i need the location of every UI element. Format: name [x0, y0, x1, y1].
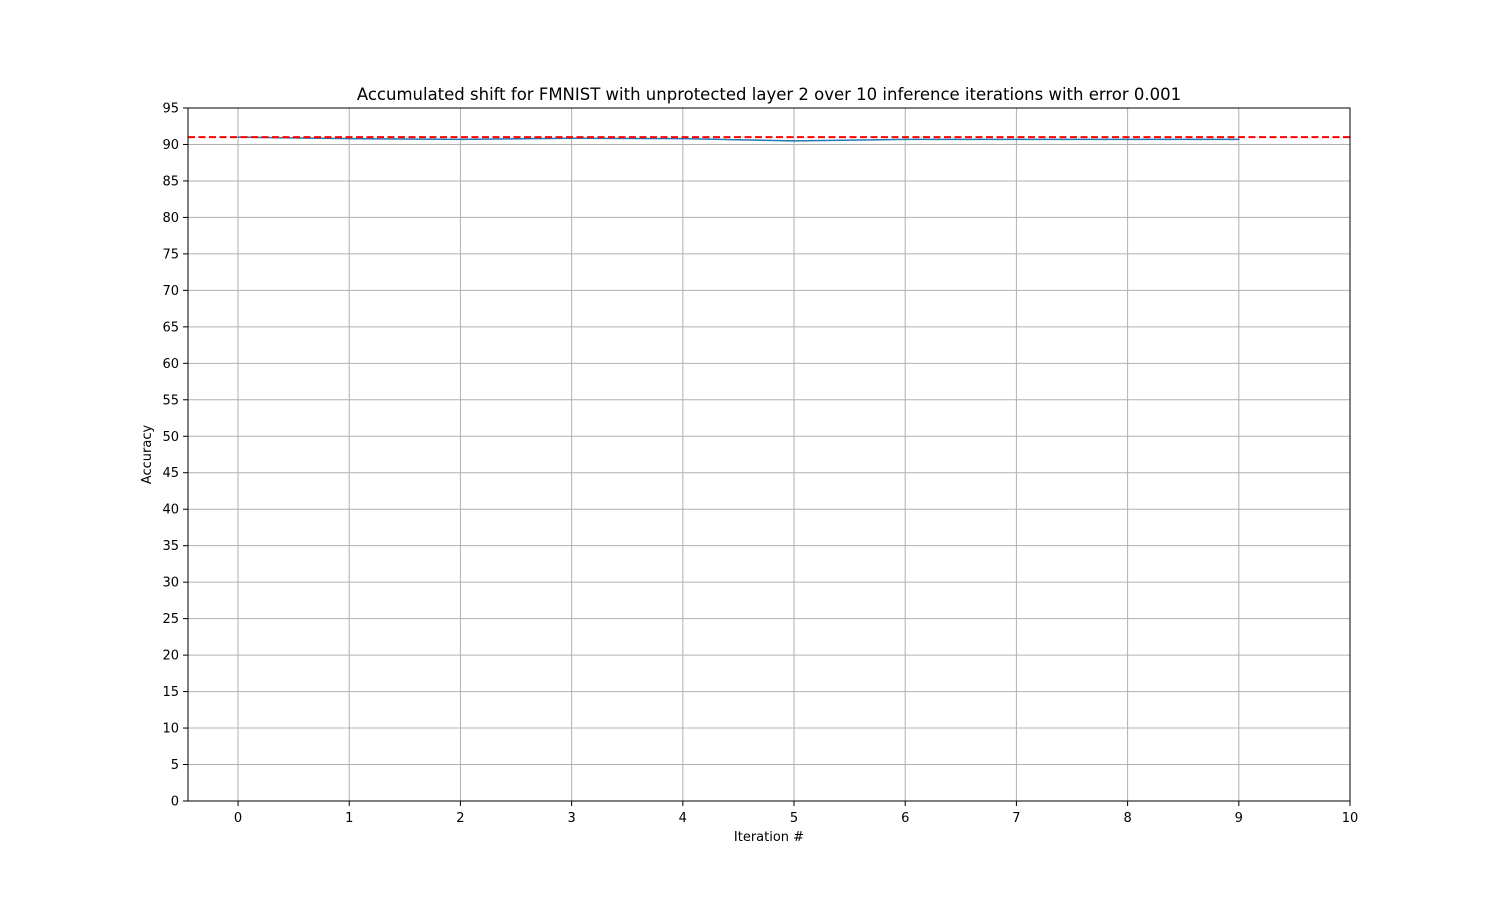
y-tick-label: 70 — [162, 284, 179, 299]
y-tick-label: 95 — [162, 102, 179, 117]
x-tick-label: 5 — [790, 811, 798, 826]
y-tick-label: 50 — [162, 430, 179, 445]
data-point — [793, 140, 795, 142]
y-tick-label: 30 — [162, 576, 179, 591]
y-tick-label: 65 — [162, 320, 179, 335]
y-tick-label: 0 — [171, 795, 179, 810]
x-tick-label: 6 — [901, 811, 909, 826]
x-tick-label: 2 — [456, 811, 464, 826]
y-tick-label: 25 — [162, 612, 179, 627]
y-tick-label: 10 — [162, 722, 179, 737]
x-tick-label: 10 — [1342, 811, 1359, 826]
y-tick-label: 15 — [162, 685, 179, 700]
y-tick-label: 90 — [162, 138, 179, 153]
chart-title: Accumulated shift for FMNIST with unprot… — [357, 85, 1181, 104]
data-point — [1015, 138, 1018, 141]
y-tick-label: 20 — [162, 649, 179, 664]
y-tick-label: 75 — [162, 247, 179, 262]
y-tick-label: 35 — [162, 539, 179, 554]
x-tick-label: 7 — [1012, 811, 1020, 826]
data-point — [1238, 138, 1240, 141]
data-point — [1126, 138, 1129, 141]
y-axis-label: Accuracy — [140, 425, 155, 485]
y-tick-label: 5 — [171, 758, 179, 773]
data-point — [904, 138, 907, 141]
y-tick-label: 40 — [162, 503, 179, 518]
x-tick-label: 9 — [1235, 811, 1243, 826]
y-tick-label: 60 — [162, 357, 179, 372]
x-tick-label: 4 — [679, 811, 687, 826]
data-point — [682, 137, 684, 140]
data-point — [237, 136, 239, 138]
x-axis-label: Iteration # — [734, 830, 804, 845]
x-tick-label: 1 — [345, 811, 353, 826]
data-point — [348, 137, 351, 140]
tick-layer: 0 1 2 3 4 5 6 7 8 9 100510152025303540455055606570… — [162, 102, 1358, 827]
y-tick-label: 45 — [162, 466, 179, 481]
series-line-0 — [238, 136, 1239, 142]
x-tick-label: 0 — [234, 811, 242, 826]
data-point — [459, 138, 462, 141]
x-tick-label: 3 — [567, 811, 575, 826]
plot-frame — [187, 107, 1351, 802]
y-tick-label: 80 — [162, 211, 179, 226]
x-tick-label: 8 — [1123, 811, 1131, 826]
y-tick-label: 55 — [162, 393, 179, 408]
y-tick-label: 85 — [162, 174, 179, 189]
